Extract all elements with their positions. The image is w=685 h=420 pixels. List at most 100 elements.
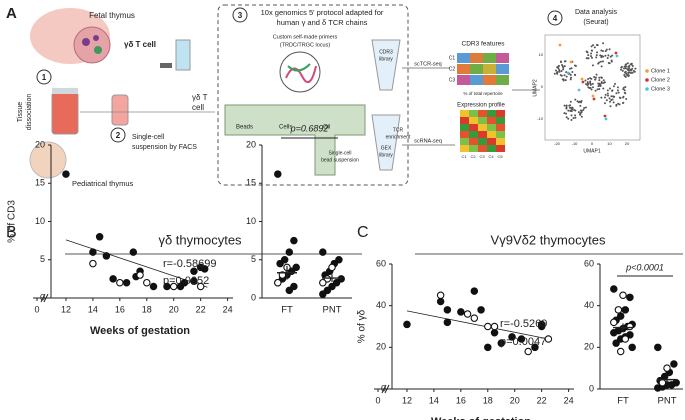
point bbox=[89, 248, 97, 256]
umap-dot bbox=[565, 112, 568, 115]
stat-annotation: p=0.0052 bbox=[163, 275, 209, 287]
label: Custom self-made primers bbox=[273, 34, 338, 40]
x-tick-label: 24 bbox=[223, 304, 233, 314]
umap-dot bbox=[621, 69, 624, 72]
umap-dot bbox=[560, 74, 563, 77]
stat-annotation: p<0.0001 bbox=[625, 262, 664, 272]
umap-dot bbox=[598, 79, 601, 82]
umap-dot bbox=[628, 71, 631, 74]
umap-dot bbox=[598, 61, 601, 64]
point bbox=[180, 278, 189, 287]
umap-dot bbox=[615, 92, 618, 95]
y-tick-label: 0 bbox=[40, 292, 45, 302]
label: C2 bbox=[470, 154, 476, 159]
point bbox=[116, 278, 124, 287]
umap-dot bbox=[624, 71, 627, 74]
umap-dot bbox=[558, 69, 561, 72]
umap-dot bbox=[612, 95, 615, 98]
umap-dot bbox=[601, 49, 604, 52]
tube bbox=[175, 39, 191, 71]
umap-dot bbox=[586, 84, 589, 87]
umap-dot bbox=[604, 50, 607, 53]
heatmap-cell bbox=[460, 117, 469, 124]
point bbox=[463, 310, 472, 318]
y-tick-label: 60 bbox=[376, 258, 386, 268]
heatmap-cell bbox=[460, 138, 469, 145]
point bbox=[654, 384, 662, 392]
x-axis-label: Weeks of gestation bbox=[90, 325, 190, 337]
umap-dot bbox=[582, 109, 585, 112]
x-tick-label: 20 bbox=[169, 304, 179, 314]
umap-dot bbox=[600, 49, 603, 52]
point bbox=[626, 293, 634, 302]
point bbox=[136, 271, 144, 279]
heatmap-cell bbox=[496, 110, 505, 117]
umap-dot bbox=[571, 71, 574, 74]
x-tick-label: 24 bbox=[564, 395, 574, 405]
umap-dot bbox=[585, 50, 588, 53]
point bbox=[477, 306, 485, 314]
umap-dot bbox=[615, 103, 618, 106]
y-tick-label: 40 bbox=[584, 300, 594, 310]
point bbox=[658, 378, 667, 387]
umap-dot bbox=[598, 88, 601, 91]
point bbox=[484, 343, 492, 352]
umap-dot bbox=[592, 97, 596, 101]
step-circle bbox=[547, 10, 563, 26]
point bbox=[614, 306, 623, 314]
umap-dot bbox=[590, 88, 593, 91]
umap-dot bbox=[602, 55, 605, 58]
umap-dot bbox=[605, 99, 608, 102]
heatmap-cell bbox=[496, 131, 505, 138]
heatmap-cell bbox=[496, 124, 505, 131]
heatmap-cell bbox=[478, 124, 487, 131]
step-circle bbox=[36, 69, 52, 85]
umap-dot bbox=[606, 92, 609, 95]
label: Expression profile bbox=[457, 103, 505, 109]
umap-dot bbox=[611, 54, 614, 57]
umap-dot bbox=[626, 73, 629, 76]
heatmap-cell bbox=[460, 131, 469, 138]
point bbox=[524, 347, 532, 356]
repertoire-segment bbox=[483, 53, 496, 63]
y-tick-label: 60 bbox=[584, 258, 594, 268]
chip bbox=[224, 104, 366, 176]
umap-dot bbox=[600, 82, 603, 85]
umap-dot bbox=[574, 114, 577, 117]
point bbox=[621, 335, 630, 343]
umap-dot bbox=[590, 45, 593, 48]
umap-dot bbox=[612, 101, 615, 104]
umap-dot bbox=[625, 98, 628, 101]
legend-label: Clone 1 bbox=[651, 68, 670, 74]
umap-dot bbox=[622, 88, 625, 91]
repertoire-segment bbox=[470, 75, 483, 85]
umap-dot bbox=[590, 52, 593, 55]
x-tick-label: 12 bbox=[402, 395, 412, 405]
y-tick-label: 15 bbox=[35, 178, 45, 188]
umap-dot bbox=[596, 51, 599, 54]
point bbox=[319, 248, 327, 256]
point bbox=[274, 170, 282, 178]
umap-dot bbox=[579, 104, 582, 107]
panel-title: γδ thymocytes bbox=[158, 232, 242, 247]
umap-dot bbox=[614, 82, 617, 85]
legend-label: Clone 2 bbox=[651, 77, 670, 83]
label: dissociation bbox=[26, 94, 33, 131]
umap-dot bbox=[564, 79, 567, 82]
umap-dot bbox=[631, 67, 634, 70]
point bbox=[285, 248, 294, 256]
umap-dot bbox=[599, 54, 602, 57]
point bbox=[319, 278, 327, 287]
x-tick-label: 16 bbox=[115, 304, 125, 314]
umap-dot bbox=[615, 54, 619, 58]
umap-dot bbox=[565, 107, 568, 110]
trend-line bbox=[406, 310, 549, 340]
point bbox=[169, 282, 178, 291]
tick-label: -10 bbox=[572, 141, 579, 146]
label: CDR3 features bbox=[462, 41, 506, 48]
umap-dot bbox=[600, 96, 603, 99]
umap-dot bbox=[593, 75, 596, 78]
y-tick-label: 5 bbox=[251, 254, 256, 264]
heatmap-cell bbox=[478, 145, 487, 152]
repertoire-segment bbox=[496, 75, 509, 85]
